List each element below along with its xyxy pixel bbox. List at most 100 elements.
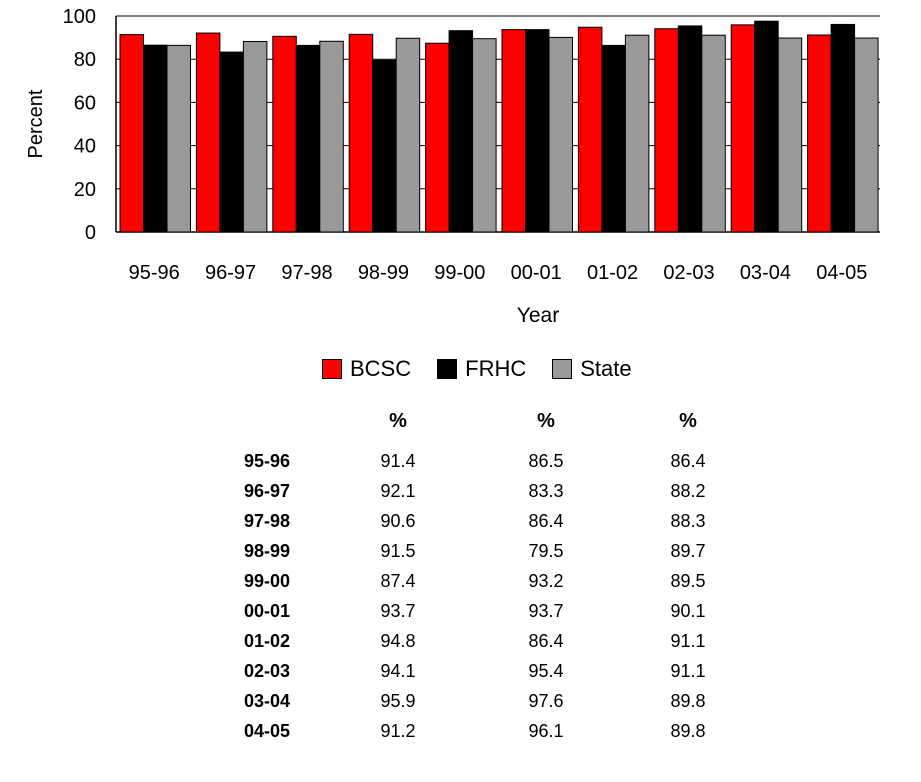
bar-frhc — [601, 44, 626, 233]
bar-frhc — [448, 30, 474, 233]
bar-bcsc — [577, 26, 603, 233]
bar-state — [242, 40, 268, 233]
table-row: 00-01 93.7 93.7 90.1 — [230, 596, 724, 626]
table-row: 97-98 90.6 86.4 88.3 — [230, 506, 724, 536]
table-cell-bcsc: 91.2 — [380, 720, 416, 741]
bar-state — [166, 44, 191, 233]
table-cell-state: 90.1 — [670, 600, 706, 621]
legend-item-frhc: FRHC — [437, 356, 526, 382]
table-cell-frhc: 96.1 — [528, 720, 564, 741]
data-table: % % % 95-96 91.4 86.5 86.4 96-97 92.1 83.3 88.2… — [230, 410, 724, 746]
table-cell-bcsc: 93.7 — [380, 600, 416, 621]
table-cell-year: 96-97 — [244, 480, 291, 501]
table-row: 99-00 87.4 93.2 89.5 — [230, 566, 724, 596]
table-cell-state: 89.8 — [670, 690, 706, 711]
x-tick-label: 95-96 — [129, 262, 180, 284]
x-tick-label: 99-00 — [434, 262, 485, 284]
table-cell-frhc: 79.5 — [528, 540, 564, 561]
legend-swatch-bcsc — [322, 359, 342, 379]
table-cell-year: 98-99 — [244, 540, 291, 561]
y-tick-label: 20 — [74, 179, 96, 201]
y-tick-label: 80 — [74, 49, 96, 71]
x-tick-label: 01-02 — [587, 262, 638, 284]
x-tick-label: 98-99 — [358, 262, 409, 284]
y-tick-label: 40 — [74, 136, 96, 158]
table-cell-state: 89.5 — [670, 570, 706, 591]
table-cell-frhc: 95.4 — [528, 660, 564, 681]
bar-frhc — [830, 23, 856, 233]
table-cell-frhc: 86.4 — [528, 630, 564, 651]
bar-bcsc — [348, 33, 374, 233]
table-cell-bcsc: 92.1 — [380, 480, 416, 501]
bar-state — [395, 37, 421, 233]
bar-state — [319, 40, 344, 233]
table-row: 98-99 91.5 79.5 89.7 — [230, 536, 724, 566]
table-cell-year: 99-00 — [244, 570, 291, 591]
bar-bcsc — [195, 32, 221, 233]
table-cell-frhc: 83.3 — [528, 480, 564, 501]
x-tick-label: 97-98 — [281, 262, 332, 284]
bar-bcsc — [119, 34, 144, 233]
table-cell-state: 89.8 — [670, 720, 706, 741]
table-row: 01-02 94.8 86.4 91.1 — [230, 626, 724, 656]
y-axis-label: Percent — [25, 89, 47, 158]
bar-bcsc — [654, 28, 679, 233]
table-cell-state: 88.2 — [670, 480, 706, 501]
x-tick-label: 00-01 — [511, 262, 562, 284]
table-cell-frhc: 86.4 — [528, 510, 564, 531]
legend-swatch-frhc — [437, 359, 458, 379]
table-header-state: % — [679, 410, 697, 432]
table-row: 04-05 91.2 96.1 89.8 — [230, 716, 724, 746]
table-header-bcsc: % — [389, 410, 407, 432]
bar-bcsc — [730, 24, 756, 233]
table-cell-frhc: 97.6 — [528, 690, 564, 711]
table-cell-year: 00-01 — [244, 600, 291, 621]
table-row: 02-03 94.1 95.4 91.1 — [230, 656, 724, 686]
bar-bcsc — [425, 42, 450, 233]
bar-frhc — [525, 29, 550, 233]
legend-item-bcsc: BCSC — [322, 356, 411, 382]
table-cell-bcsc: 94.1 — [380, 660, 416, 681]
legend-label-frhc: FRHC — [465, 356, 527, 381]
table-cell-frhc: 93.7 — [528, 600, 564, 621]
chart-legend: BCSC FRHC State — [322, 356, 658, 382]
table-cell-bcsc: 94.8 — [380, 630, 416, 651]
table-cell-year: 01-02 — [244, 630, 291, 651]
y-tick-label: 60 — [74, 92, 96, 114]
table-cell-year: 95-96 — [244, 450, 291, 471]
bar-state — [854, 37, 879, 233]
x-tick-label: 04-05 — [816, 262, 867, 284]
table-cell-frhc: 86.5 — [528, 450, 564, 471]
bar-frhc — [372, 59, 397, 233]
table-cell-bcsc: 90.6 — [380, 510, 416, 531]
table-cell-state: 91.1 — [670, 630, 706, 651]
bar-bcsc — [807, 34, 832, 233]
legend-swatch-state — [552, 359, 573, 379]
bar-chart: 0 20 40 60 80 100 Percent 95-96 96-97 97-98 98-99 9… — [25, 6, 880, 327]
bar-frhc — [677, 25, 703, 233]
x-axis-label: Year — [517, 304, 559, 327]
x-tick-label: 96-97 — [205, 262, 256, 284]
table-cell-state: 86.4 — [670, 450, 706, 471]
bar-frhc — [754, 20, 779, 233]
table-cell-year: 04-05 — [244, 720, 291, 741]
table-header-frhc: % — [537, 410, 555, 432]
table-cell-year: 02-03 — [244, 660, 291, 681]
bar-state — [777, 37, 803, 233]
table-cell-year: 03-04 — [244, 690, 291, 711]
bar-bcsc — [272, 35, 297, 233]
table-cell-state: 89.7 — [670, 540, 706, 561]
table-cell-bcsc: 95.9 — [380, 690, 416, 711]
table-header-row: % % % — [230, 410, 724, 446]
x-tick-label: 03-04 — [740, 262, 791, 284]
bar-frhc — [143, 44, 168, 233]
bar-state — [472, 38, 497, 233]
table-cell-year: 97-98 — [244, 510, 291, 531]
bar-bcsc — [501, 29, 526, 233]
table-row: 96-97 92.1 83.3 88.2 — [230, 476, 724, 506]
table-row: 95-96 91.4 86.5 86.4 — [230, 446, 724, 476]
bar-state — [624, 34, 650, 233]
y-tick-label: 100 — [63, 6, 96, 28]
table-cell-frhc: 93.2 — [528, 570, 564, 591]
table-cell-state: 91.1 — [670, 660, 706, 681]
